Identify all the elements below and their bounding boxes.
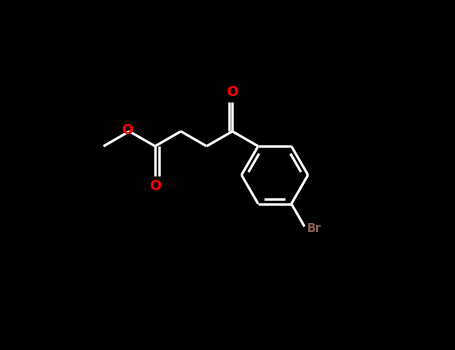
Text: O: O: [121, 123, 133, 137]
Text: O: O: [149, 179, 161, 193]
Text: O: O: [227, 85, 238, 99]
Text: Br: Br: [307, 222, 322, 235]
